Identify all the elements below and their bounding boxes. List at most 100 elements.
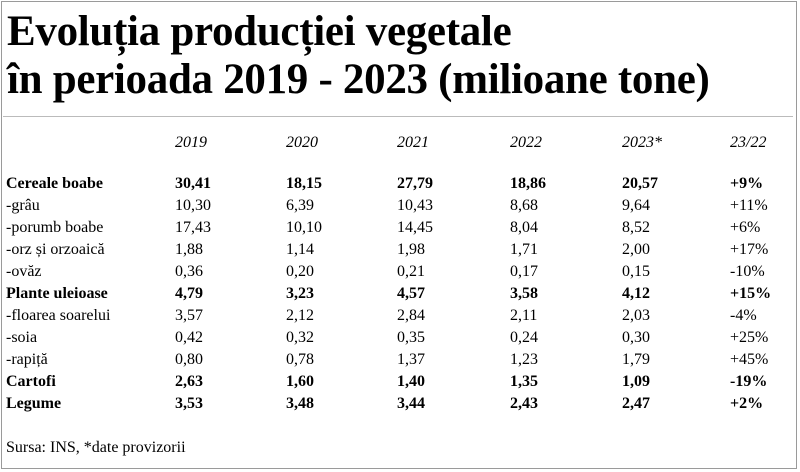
row-label: Cereale boabe [6, 175, 104, 192]
value-cell: 8,04 [510, 219, 538, 236]
table-row: -porumb boabe 17,43 10,10 14,45 8,04 8,52 +6% [6, 217, 790, 239]
value-cell: 0,21 [397, 263, 425, 280]
value-cell: 0,42 [175, 329, 203, 346]
value-cell: 2,47 [622, 395, 650, 412]
value-cell: 1,23 [510, 351, 538, 368]
row-label: Plante uleioase [6, 285, 108, 302]
change-cell: -10% [730, 263, 765, 280]
row-label: -orz și orzoaică [6, 241, 105, 258]
row-label: -floarea soarelui [6, 307, 111, 324]
change-cell: +15% [730, 285, 772, 302]
value-cell: 0,78 [286, 351, 314, 368]
column-header: 23/22 [730, 134, 767, 151]
value-cell: 3,48 [286, 395, 314, 412]
change-cell: +9% [730, 175, 764, 192]
value-cell: 0,24 [510, 329, 538, 346]
value-cell: 27,79 [397, 175, 433, 192]
column-header: 2020 [286, 134, 318, 151]
row-label: -porumb boabe [6, 219, 104, 236]
column-header: 2021 [397, 134, 429, 151]
table-row: -soia 0,42 0,32 0,35 0,24 0,30 +25% [6, 327, 790, 349]
value-cell: 2,11 [510, 307, 538, 324]
value-cell: 1,40 [397, 373, 425, 390]
value-cell: 9,64 [622, 197, 650, 214]
value-cell: 18,15 [286, 175, 322, 192]
title-divider [3, 116, 793, 117]
value-cell: 0,30 [622, 329, 650, 346]
change-cell: +6% [730, 219, 761, 236]
value-cell: 30,41 [175, 175, 211, 192]
value-cell: 3,23 [286, 285, 314, 302]
row-label: -ovăz [6, 263, 42, 280]
value-cell: 2,84 [397, 307, 425, 324]
value-cell: 20,57 [622, 175, 658, 192]
value-cell: 1,98 [397, 241, 425, 258]
value-cell: 10,10 [286, 219, 322, 236]
row-label: -soia [6, 329, 38, 346]
value-cell: 1,60 [286, 373, 314, 390]
change-cell: +11% [730, 197, 768, 214]
title-line-2: în perioada 2019 - 2023 (milioane tone) [7, 56, 710, 103]
table-row: -ovăz 0,36 0,20 0,21 0,17 0,15 -10% [6, 261, 790, 283]
value-cell: 6,39 [286, 197, 314, 214]
value-cell: 0,36 [175, 263, 203, 280]
table-row: Cereale boabe 30,41 18,15 27,79 18,86 20,57 +9… [6, 173, 790, 195]
change-cell: +25% [730, 329, 769, 346]
header-row: 2019 2020 2021 2022 2023* 23/22 [6, 129, 790, 157]
value-cell: 4,79 [175, 285, 203, 302]
value-cell: 3,57 [175, 307, 203, 324]
row-label: Legume [6, 395, 62, 412]
row-label: -rapiță [6, 351, 48, 368]
title-line-1: Evoluția producției vegetale [7, 8, 512, 55]
row-label: -grâu [6, 197, 40, 214]
change-cell: +17% [730, 241, 769, 258]
value-cell: 10,30 [175, 197, 211, 214]
value-cell: 0,35 [397, 329, 425, 346]
table-row: -floarea soarelui 3,57 2,12 2,84 2,11 2,03 -4% [6, 305, 790, 327]
value-cell: 17,43 [175, 219, 211, 236]
column-header: 2022 [510, 134, 542, 151]
value-cell: 2,00 [622, 241, 650, 258]
change-cell: -19% [730, 373, 768, 390]
table-row: -grâu 10,30 6,39 10,43 8,68 9,64 +11% [6, 195, 790, 217]
table-row: -orz și orzoaică 1,88 1,14 1,98 1,71 2,00 +17% [6, 239, 790, 261]
change-cell: +45% [730, 351, 769, 368]
source-note: Sursa: INS, *date provizorii [6, 439, 186, 456]
value-cell: 4,12 [622, 285, 650, 302]
table-row: -rapiță 0,80 0,78 1,37 1,23 1,79 +45% [6, 349, 790, 371]
value-cell: 2,12 [286, 307, 314, 324]
value-cell: 0,80 [175, 351, 203, 368]
data-table: 2019 2020 2021 2022 2023* 23/22 Cereale … [6, 129, 790, 415]
value-cell: 0,32 [286, 329, 314, 346]
value-cell: 3,44 [397, 395, 425, 412]
value-cell: 4,57 [397, 285, 425, 302]
value-cell: 8,52 [622, 219, 650, 236]
table-row: Legume 3,53 3,48 3,44 2,43 2,47 +2% [6, 393, 790, 415]
value-cell: 1,71 [510, 241, 538, 258]
value-cell: 2,03 [622, 307, 650, 324]
change-cell: -4% [730, 307, 757, 324]
table-row: Plante uleioase 4,79 3,23 4,57 3,58 4,12 +15% [6, 283, 790, 305]
value-cell: 0,17 [510, 263, 538, 280]
column-header: 2019 [175, 134, 207, 151]
table-row: Cartofi 2,63 1,60 1,40 1,35 1,09 -19% [6, 371, 790, 393]
value-cell: 2,43 [510, 395, 538, 412]
change-cell: +2% [730, 395, 764, 412]
value-cell: 18,86 [510, 175, 546, 192]
chart-title: Evoluția producției vegetale în perioada… [7, 8, 710, 104]
value-cell: 1,14 [286, 241, 314, 258]
value-cell: 0,20 [286, 263, 314, 280]
value-cell: 1,79 [622, 351, 650, 368]
value-cell: 10,43 [397, 197, 433, 214]
value-cell: 3,58 [510, 285, 538, 302]
value-cell: 14,45 [397, 219, 433, 236]
value-cell: 1,09 [622, 373, 650, 390]
value-cell: 1,35 [510, 373, 538, 390]
column-header: 2023* [622, 134, 662, 151]
table-body: Cereale boabe 30,41 18,15 27,79 18,86 20,57 +9… [6, 173, 790, 415]
row-label: Cartofi [6, 373, 56, 390]
header-spacer [6, 157, 790, 173]
value-cell: 1,37 [397, 351, 425, 368]
value-cell: 2,63 [175, 373, 203, 390]
